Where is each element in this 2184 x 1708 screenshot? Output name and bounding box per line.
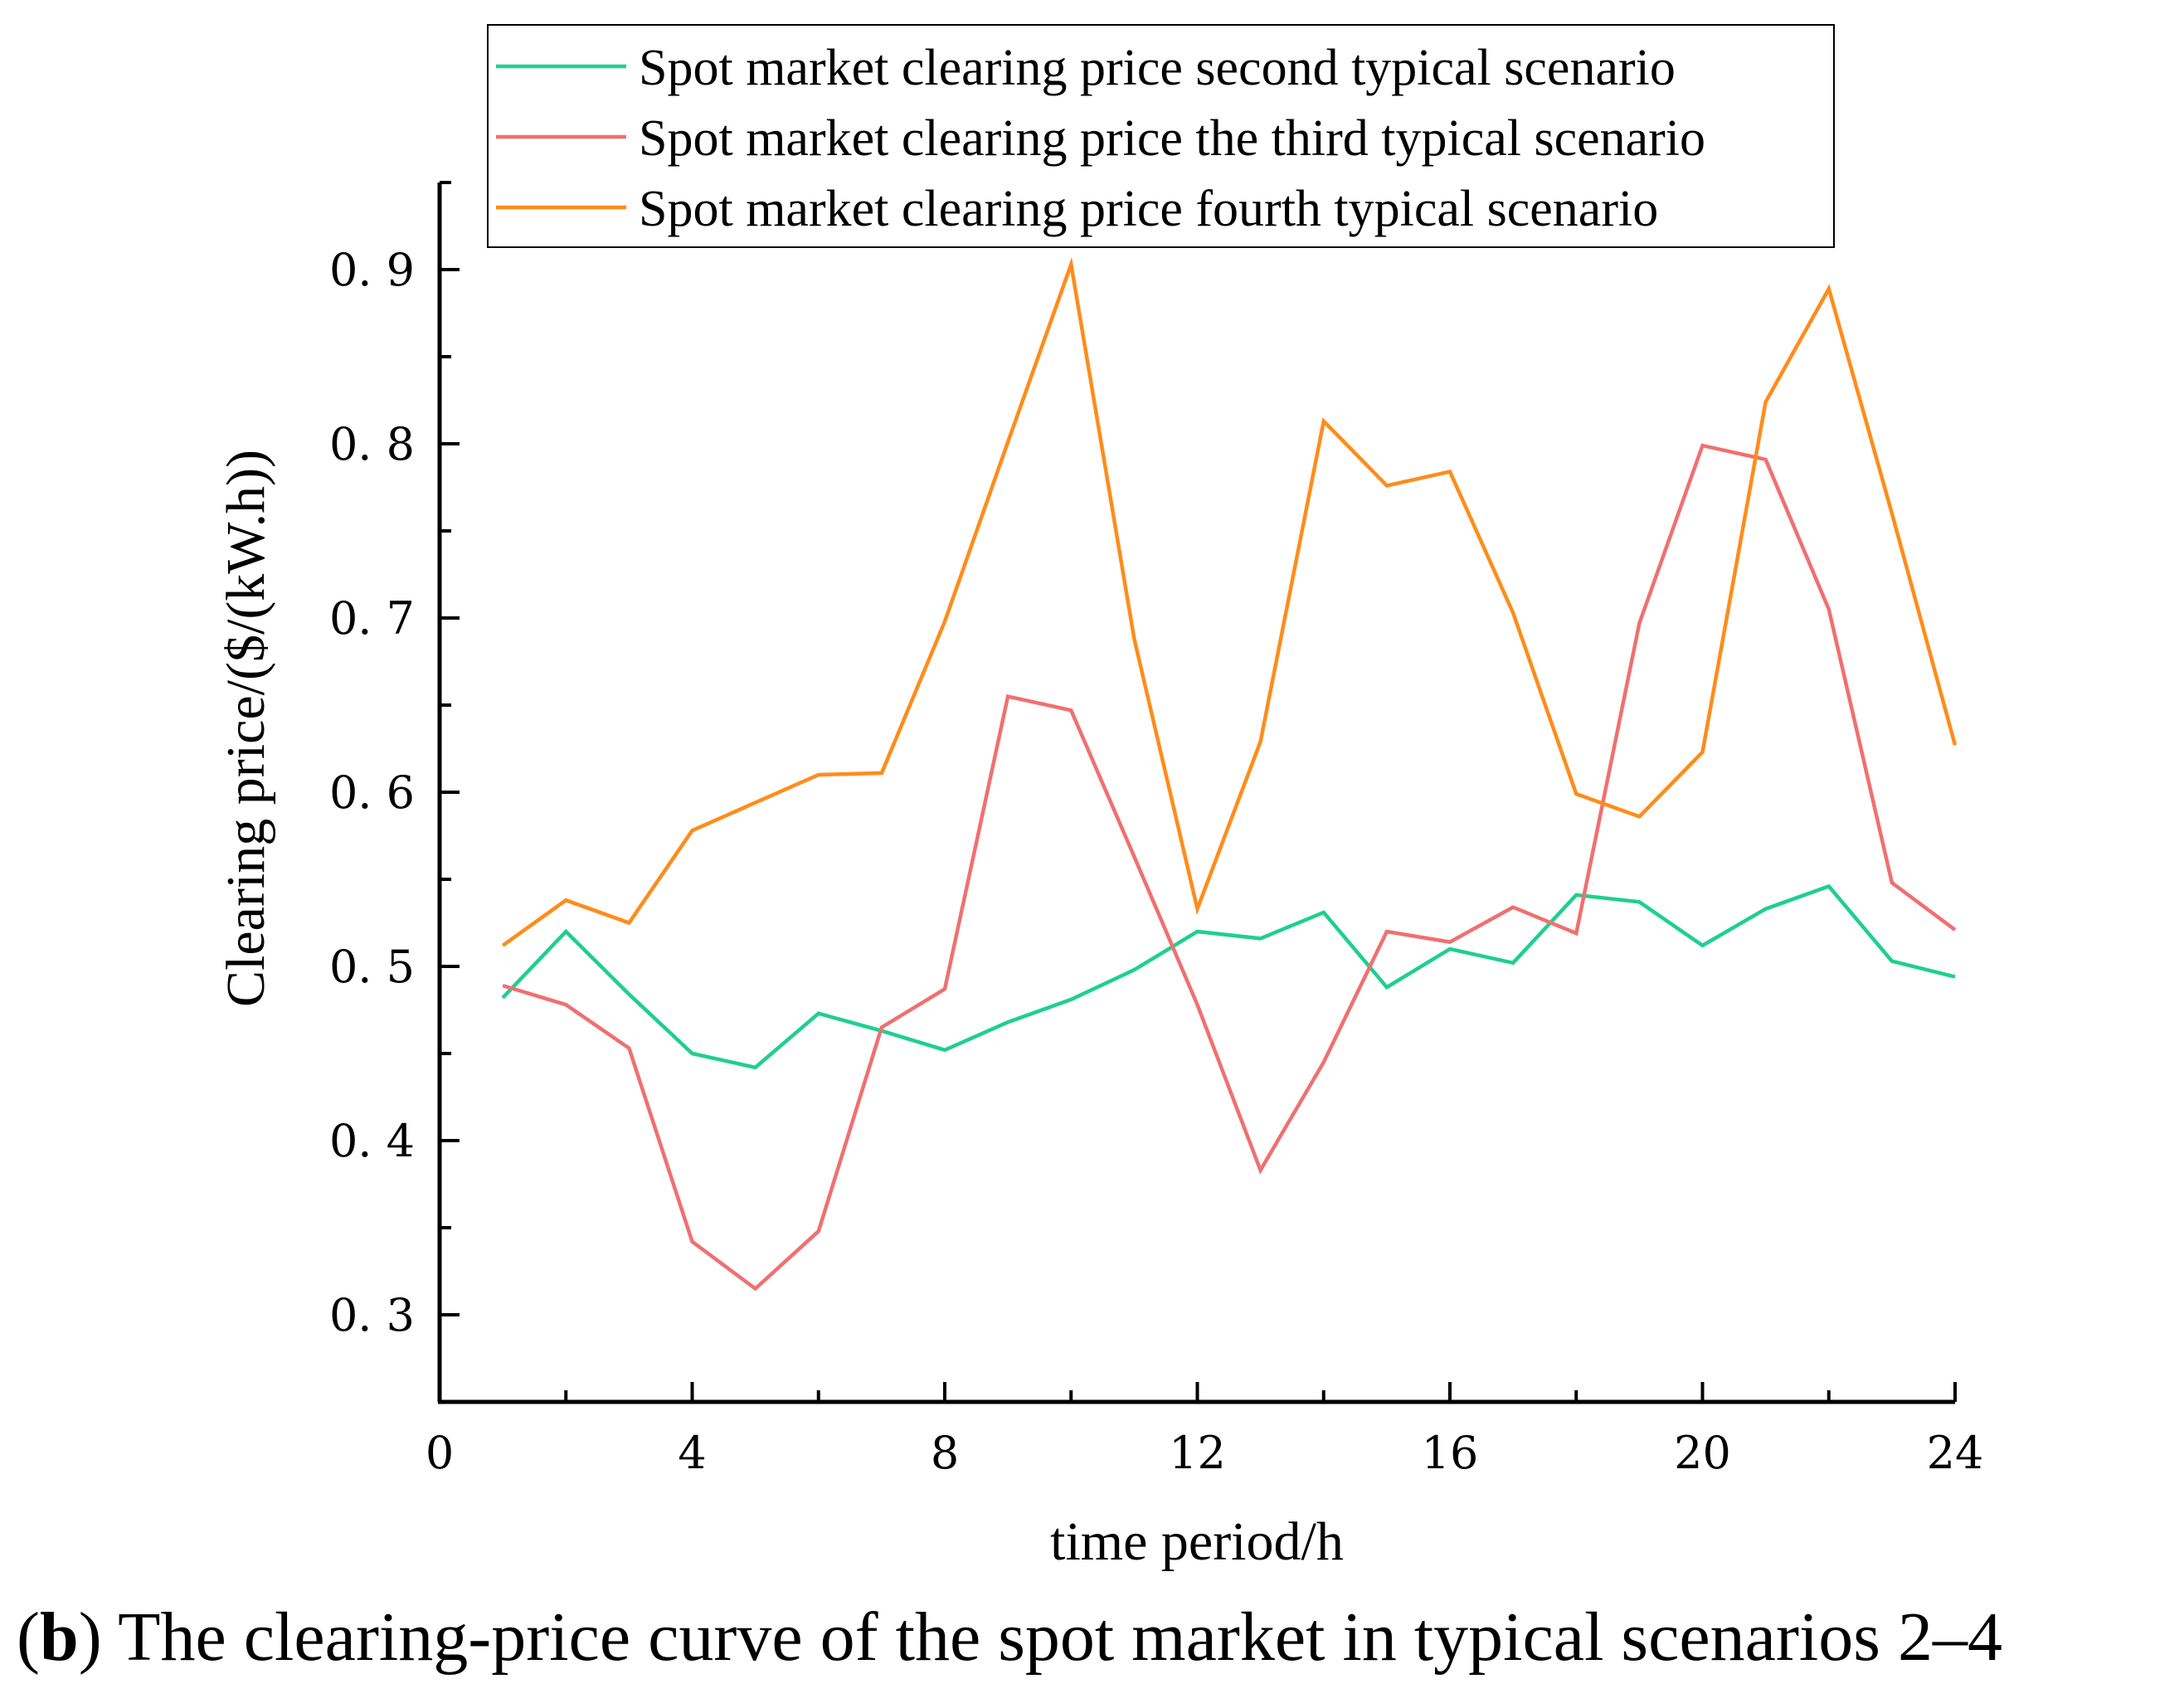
x-tick-label: 0	[426, 1427, 454, 1479]
y-tick-label: 0. 3	[329, 1289, 415, 1341]
legend-label: Spot market clearing price the third typ…	[639, 110, 1705, 167]
x-tick-label: 12	[1169, 1427, 1226, 1479]
y-tick-label: 0. 8	[329, 418, 415, 470]
caption-open-paren: (	[17, 1599, 40, 1676]
figure-caption: (b) The clearing-price curve of the spot…	[17, 1597, 2173, 1677]
legend-box	[487, 24, 1835, 248]
series-lines	[501, 256, 1958, 1292]
series-fourth-scenario-line	[501, 256, 1958, 947]
legend: Spot market clearing price second typica…	[487, 24, 1835, 248]
x-tick-label: 4	[678, 1427, 706, 1479]
legend-entry-second: Spot market clearing price second typica…	[496, 40, 1676, 96]
y-tick-label: 0. 6	[329, 766, 415, 819]
y-tick-label: 0. 9	[329, 244, 415, 296]
series-second-scenario-line	[501, 883, 1956, 1070]
x-axis-ticks: 0 4 8 12 16 20 24	[426, 1382, 1984, 1479]
y-tick-label: 0. 4	[329, 1115, 415, 1167]
x-tick-label: 8	[931, 1427, 959, 1479]
y-axis-title: Clearing price/($/(kW.h))	[216, 450, 276, 1007]
legend-entry-third: Spot market clearing price the third typ…	[496, 110, 1705, 167]
y-tick-label: 0. 7	[329, 592, 415, 645]
series-third-scenario-line	[502, 443, 1957, 1292]
x-tick-label: 16	[1422, 1427, 1479, 1479]
x-axis-title: time period/h	[1050, 1511, 1344, 1572]
caption-label: b	[39, 1599, 79, 1676]
legend-label: Spot market clearing price fourth typica…	[639, 181, 1658, 237]
legend-entry-fourth: Spot market clearing price fourth typica…	[496, 181, 1658, 237]
caption-close-paren: )	[78, 1599, 102, 1676]
y-axis-ticks: 0. 3 0. 4 0. 5 0. 6 0. 7 0. 8 0. 9	[329, 181, 460, 1404]
x-tick-label: 24	[1927, 1427, 1984, 1479]
y-tick-label: 0. 5	[329, 941, 415, 993]
x-tick-label: 20	[1674, 1427, 1731, 1479]
legend-label: Spot market clearing price second typica…	[639, 40, 1676, 96]
caption-text: The clearing-price curve of the spot mar…	[101, 1599, 2002, 1676]
